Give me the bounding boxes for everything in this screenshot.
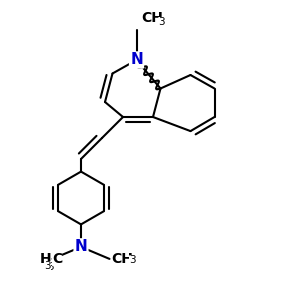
Text: CH: CH	[111, 252, 133, 266]
Text: C: C	[52, 252, 62, 266]
Text: 3: 3	[47, 262, 53, 272]
Text: 3: 3	[158, 17, 165, 27]
Text: N: N	[130, 52, 143, 68]
Text: 3: 3	[44, 261, 51, 271]
Text: N: N	[75, 239, 87, 254]
Text: H: H	[39, 252, 51, 266]
Text: 3: 3	[129, 255, 136, 266]
Text: CH: CH	[141, 11, 163, 26]
Text: H: H	[38, 254, 50, 267]
